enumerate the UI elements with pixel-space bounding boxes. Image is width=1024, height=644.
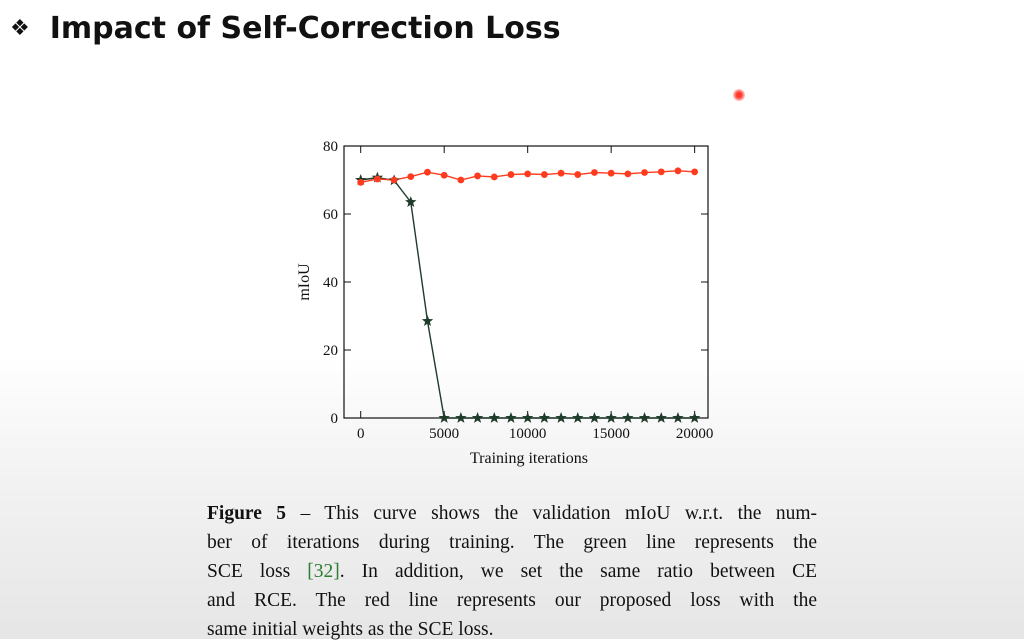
data-point bbox=[424, 168, 431, 176]
data-point bbox=[471, 412, 484, 423]
data-point bbox=[557, 169, 565, 177]
data-point bbox=[521, 412, 534, 423]
data-point bbox=[588, 412, 601, 423]
data-point bbox=[691, 168, 699, 176]
series-line bbox=[360, 176, 695, 419]
data-point bbox=[624, 170, 632, 178]
data-point bbox=[505, 412, 517, 423]
x-axis-label: Training iterations bbox=[470, 450, 588, 467]
data-point bbox=[657, 168, 665, 176]
data-point bbox=[457, 176, 465, 184]
caption-line-3-pre: SCE loss bbox=[207, 561, 308, 582]
caption-line-1-text: – This curve shows the validation mIoU w… bbox=[286, 503, 817, 524]
data-point bbox=[440, 171, 448, 179]
caption-line-2: ber of iterations during training. The g… bbox=[207, 532, 817, 553]
figure-label: Figure 5 bbox=[207, 503, 287, 524]
axis-tick-labels: 0 5000 10000 15000 20000 0 20 40 60 80 bbox=[323, 139, 713, 442]
y-tick-label: 80 bbox=[323, 139, 338, 155]
figure-caption: Figure 5 – This curve shows the validati… bbox=[207, 499, 817, 644]
data-point bbox=[591, 169, 598, 176]
data-point bbox=[524, 170, 532, 178]
x-tick-label: 20000 bbox=[676, 426, 714, 442]
data-point bbox=[438, 412, 450, 423]
data-point bbox=[455, 412, 467, 423]
series-markers bbox=[354, 167, 701, 423]
caption-line-1: Figure 5 – This curve shows the validati… bbox=[207, 499, 817, 528]
data-point bbox=[655, 412, 667, 423]
y-axis-label: mIoU bbox=[296, 263, 313, 301]
caption-line-4: and RCE. The red line represents our pro… bbox=[207, 590, 817, 611]
data-point bbox=[622, 412, 634, 423]
data-point bbox=[373, 175, 381, 183]
data-point bbox=[540, 171, 548, 178]
series-lines bbox=[360, 170, 695, 419]
data-point bbox=[490, 173, 498, 181]
citation-link[interactable]: [32] bbox=[307, 561, 340, 582]
x-tick-label: 10000 bbox=[509, 426, 546, 442]
x-tick-label: 0 bbox=[357, 426, 365, 442]
laser-pointer-icon bbox=[733, 89, 745, 101]
data-point bbox=[405, 196, 417, 207]
data-point bbox=[488, 412, 500, 423]
slide-title-text: Impact of Self-Correction Loss bbox=[49, 10, 561, 46]
y-tick-label: 0 bbox=[331, 411, 339, 427]
data-point bbox=[390, 176, 398, 184]
y-tick-label: 20 bbox=[323, 343, 338, 359]
data-point bbox=[572, 412, 584, 423]
data-point bbox=[555, 412, 567, 423]
y-tick-label: 40 bbox=[323, 275, 338, 291]
data-point bbox=[688, 412, 701, 423]
data-point bbox=[605, 412, 617, 423]
data-point bbox=[574, 171, 582, 178]
data-point bbox=[407, 173, 415, 180]
caption-line-3-post: . In addition, we set the same ratio bet… bbox=[339, 561, 817, 582]
slide-title: ❖ Impact of Self-Correction Loss bbox=[10, 4, 561, 52]
caption-line-3: SCE loss [32]. In addition, we set the s… bbox=[207, 557, 817, 586]
y-tick-label: 60 bbox=[323, 207, 338, 223]
data-point bbox=[638, 412, 651, 423]
data-point bbox=[607, 169, 615, 177]
data-point bbox=[538, 412, 551, 423]
diamond-bullet-icon: ❖ bbox=[10, 15, 30, 41]
data-point bbox=[357, 178, 365, 186]
x-tick-label: 5000 bbox=[429, 426, 459, 442]
caption-line-5: same initial weights as the SCE loss. bbox=[207, 619, 494, 640]
data-point bbox=[672, 412, 684, 423]
data-point bbox=[507, 171, 515, 178]
miou-line-chart: 0 5000 10000 15000 20000 0 20 40 60 80 mIoU Train… bbox=[296, 139, 713, 467]
data-point bbox=[474, 172, 481, 180]
x-tick-label: 15000 bbox=[592, 426, 630, 442]
data-point bbox=[421, 315, 434, 326]
data-point bbox=[674, 167, 682, 175]
data-point bbox=[641, 169, 648, 176]
